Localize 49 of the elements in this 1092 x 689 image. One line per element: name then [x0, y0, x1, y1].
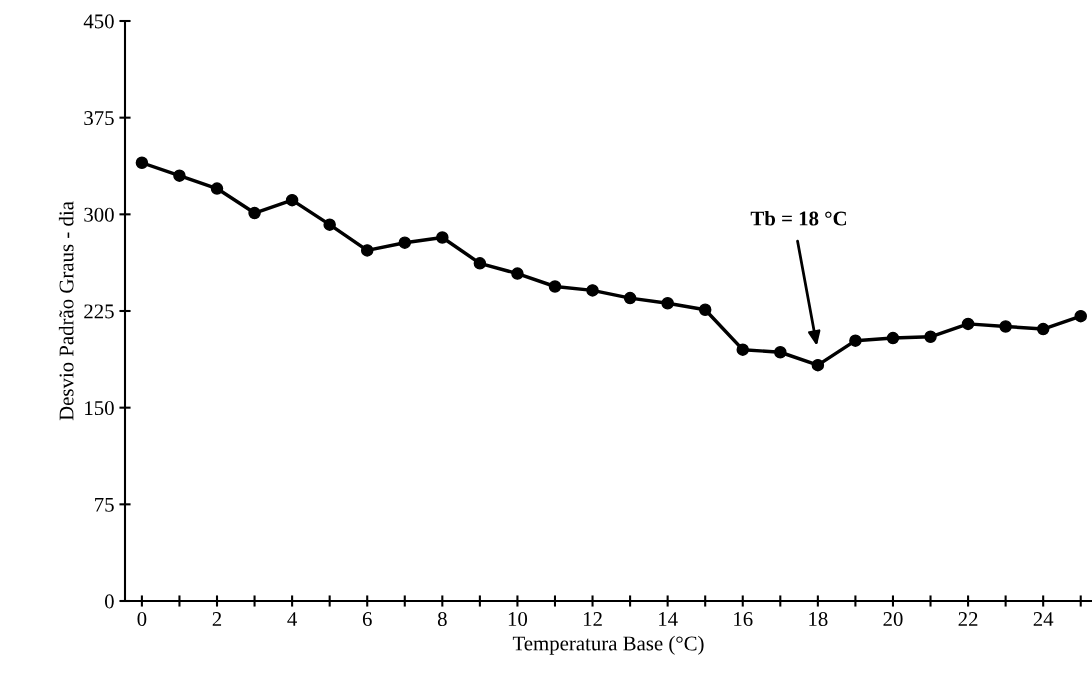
point	[886, 331, 900, 345]
point	[248, 206, 261, 220]
point	[1036, 322, 1050, 336]
point	[323, 218, 336, 231]
point	[360, 244, 374, 257]
point	[849, 334, 862, 347]
point	[135, 156, 149, 170]
point	[436, 231, 449, 244]
point	[210, 182, 224, 195]
x-tick-label: 6	[362, 612, 372, 627]
x-tick-label: 16	[734, 612, 753, 627]
point	[736, 343, 750, 356]
x-tick-label: 14	[659, 612, 678, 626]
x-tick-label: 8	[437, 612, 447, 627]
point	[811, 358, 825, 372]
y-tick-label: 375	[84, 111, 114, 126]
point	[698, 303, 712, 316]
point	[285, 193, 299, 207]
x-tick-label: 12	[583, 612, 602, 626]
point	[548, 280, 562, 293]
x-tick-label: 2	[212, 612, 222, 626]
point	[924, 330, 937, 344]
y-tick-label: 450	[83, 14, 114, 29]
point	[623, 291, 637, 305]
x-tick-label: 10	[508, 612, 528, 627]
point	[999, 320, 1012, 333]
y-tick-label: 225	[84, 304, 114, 319]
x-tick-label: 4	[287, 612, 297, 626]
point	[774, 345, 787, 359]
point	[1074, 309, 1087, 323]
y-tick-label: 150	[85, 401, 114, 416]
x-tick-label: 20	[883, 612, 903, 627]
y-tick-label: 300	[84, 207, 114, 222]
x-tick-label: 24	[1033, 612, 1054, 626]
point	[473, 257, 487, 270]
annotation: Tb = 18 °C	[750, 210, 847, 226]
point	[661, 297, 674, 310]
x-tick-label: 22	[958, 612, 978, 626]
point	[961, 317, 975, 331]
y-tick-label: 0	[104, 594, 114, 609]
y-tick-label: 75	[95, 497, 114, 512]
point	[398, 236, 412, 249]
x-axis-title: Temperatura Base (°C)	[512, 635, 704, 655]
point	[586, 284, 599, 297]
point	[511, 267, 524, 280]
point	[173, 169, 186, 182]
y-axis-title: Desvio Padrão Graus - dia	[58, 201, 74, 421]
x-tick-label: 0	[137, 612, 147, 627]
x-tick-label: 18	[809, 612, 828, 627]
